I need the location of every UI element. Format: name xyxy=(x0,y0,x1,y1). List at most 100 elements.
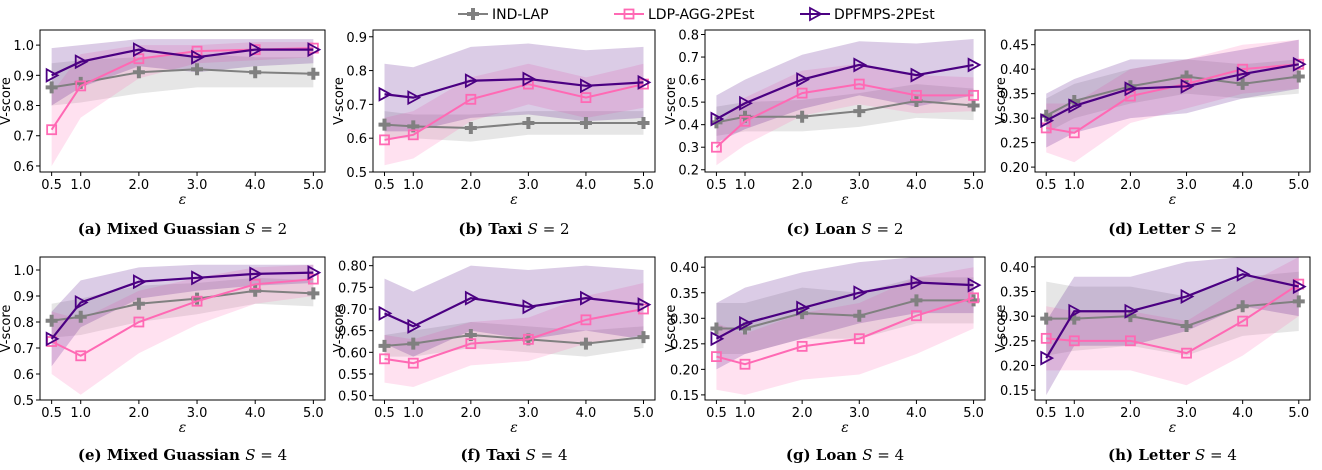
x-tick-label: 3.0 xyxy=(849,178,870,193)
chart-panel: 0.15 0.20 0.25 0.30 0.35 0.40 0.5 1.0 2.0 3.0 4.0 5… xyxy=(664,256,986,464)
x-tick-label: 5.0 xyxy=(633,406,654,421)
y-tick-label: 0.35 xyxy=(1000,88,1029,103)
panel-caption: (c) Loan S = 2 xyxy=(787,220,904,238)
plot-frame xyxy=(704,29,986,173)
chart-panel: 0.20 0.25 0.30 0.35 0.40 0.45 0.5 1.0 2.0 3.0 4.0 5… xyxy=(994,29,1311,238)
y-tick-label: 0.35 xyxy=(670,287,699,302)
data-point xyxy=(911,89,922,101)
chart-panel: 0.50 0.55 0.60 0.65 0.70 0.75 0.80 0.5 1.0 2.0 3.0… xyxy=(332,256,656,464)
data-point xyxy=(1068,303,1083,319)
data-point xyxy=(710,111,725,127)
confidence-band xyxy=(384,322,644,357)
data-point xyxy=(580,78,594,94)
data-point xyxy=(191,63,204,76)
confidence-band xyxy=(716,84,974,136)
data-point xyxy=(133,53,145,65)
confidence-band xyxy=(51,39,314,106)
confidence-band xyxy=(51,54,314,106)
data-point xyxy=(968,292,979,304)
data-point xyxy=(379,134,390,146)
chart-panel: 0.5 0.6 0.7 0.8 0.9 0.5 1.0 2.0 3.0 4.0 5.0 ε V-scor… xyxy=(332,29,656,238)
y-axis-label: V-score xyxy=(664,77,679,125)
y-tick-label: 0.25 xyxy=(1000,335,1029,350)
y-tick-label: 0.40 xyxy=(1000,261,1029,276)
confidence-band xyxy=(384,265,644,357)
data-point xyxy=(1180,70,1193,83)
data-point xyxy=(465,93,477,105)
data-point xyxy=(710,331,725,347)
y-axis-label: V-score xyxy=(332,77,347,125)
x-tick-label: 4.0 xyxy=(1232,178,1253,193)
panel-caption: (g) Loan S = 4 xyxy=(786,446,904,464)
x-tick-label: 5.0 xyxy=(1288,178,1309,193)
x-tick-label: 2.0 xyxy=(129,406,150,421)
x-axis-label: ε xyxy=(510,420,518,436)
legend-label: DPFMPS-2PEst xyxy=(834,7,935,23)
data-point xyxy=(132,42,147,58)
legend-marker xyxy=(623,8,635,20)
data-point xyxy=(580,290,594,306)
data-point xyxy=(637,297,652,313)
x-tick-label: 5.0 xyxy=(633,178,654,193)
data-point xyxy=(796,340,808,352)
x-tick-label: 4.0 xyxy=(245,178,266,193)
data-point xyxy=(307,42,322,58)
data-point xyxy=(1125,335,1136,347)
confidence-band xyxy=(1046,59,1299,133)
confidence-band xyxy=(1046,257,1299,386)
data-point xyxy=(1180,320,1193,333)
y-axis-label: V-score xyxy=(994,305,1009,353)
x-tick-label: 0.5 xyxy=(41,406,62,421)
data-point xyxy=(1236,300,1249,313)
chart-panel: 0.5 0.6 0.7 0.8 0.9 1.0 0.5 1.0 2.0 3.0 4.0 5.0 ε V-s… xyxy=(0,256,326,464)
legend-entry: DPFMPS-2PEst xyxy=(800,6,935,23)
x-tick-label: 5.0 xyxy=(1288,406,1309,421)
x-tick-label: 4.0 xyxy=(1232,406,1253,421)
x-tick-label: 0.5 xyxy=(41,178,62,193)
data-point xyxy=(796,110,809,123)
data-point xyxy=(580,92,592,104)
y-tick-label: 0.20 xyxy=(1000,161,1029,176)
data-point xyxy=(464,122,477,135)
x-tick-label: 3.0 xyxy=(1176,178,1197,193)
y-tick-label: 0.20 xyxy=(670,363,699,378)
data-point xyxy=(637,74,652,90)
data-point xyxy=(1292,295,1305,308)
x-tick-label: 0.5 xyxy=(706,178,727,193)
x-tick-label: 3.0 xyxy=(518,178,539,193)
plot-frame xyxy=(39,256,326,401)
data-point xyxy=(1040,350,1055,366)
x-tick-label: 3.0 xyxy=(1176,406,1197,421)
data-point xyxy=(1124,81,1139,97)
data-point xyxy=(579,116,592,129)
data-point xyxy=(910,275,925,291)
x-axis-label: ε xyxy=(1169,192,1177,208)
data-point xyxy=(45,331,60,347)
data-point xyxy=(1040,332,1052,344)
data-point xyxy=(46,124,58,136)
y-tick-label: 0.40 xyxy=(1000,63,1029,78)
y-tick-label: 0.15 xyxy=(1000,384,1029,399)
plot-frame xyxy=(39,29,326,173)
y-tick-label: 0.60 xyxy=(338,346,367,361)
x-tick-label: 1.0 xyxy=(403,406,424,421)
data-point xyxy=(249,42,264,58)
y-axis-label: V-score xyxy=(0,77,14,125)
x-tick-label: 4.0 xyxy=(576,406,597,421)
data-point xyxy=(711,351,722,362)
x-tick-label: 4.0 xyxy=(576,178,597,193)
data-point xyxy=(45,314,58,327)
x-tick-label: 5.0 xyxy=(303,178,324,193)
y-tick-label: 0.70 xyxy=(338,303,367,318)
data-point xyxy=(1068,127,1080,139)
x-tick-label: 2.0 xyxy=(460,178,481,193)
x-axis-label: ε xyxy=(510,192,518,208)
data-point xyxy=(910,67,925,83)
x-axis-label: ε xyxy=(841,192,849,208)
x-tick-label: 2.0 xyxy=(460,406,481,421)
y-tick-label: 0.9 xyxy=(346,31,367,46)
data-point xyxy=(1236,66,1251,82)
data-point xyxy=(796,300,811,316)
x-tick-label: 0.5 xyxy=(374,178,395,193)
x-tick-label: 1.0 xyxy=(403,178,424,193)
